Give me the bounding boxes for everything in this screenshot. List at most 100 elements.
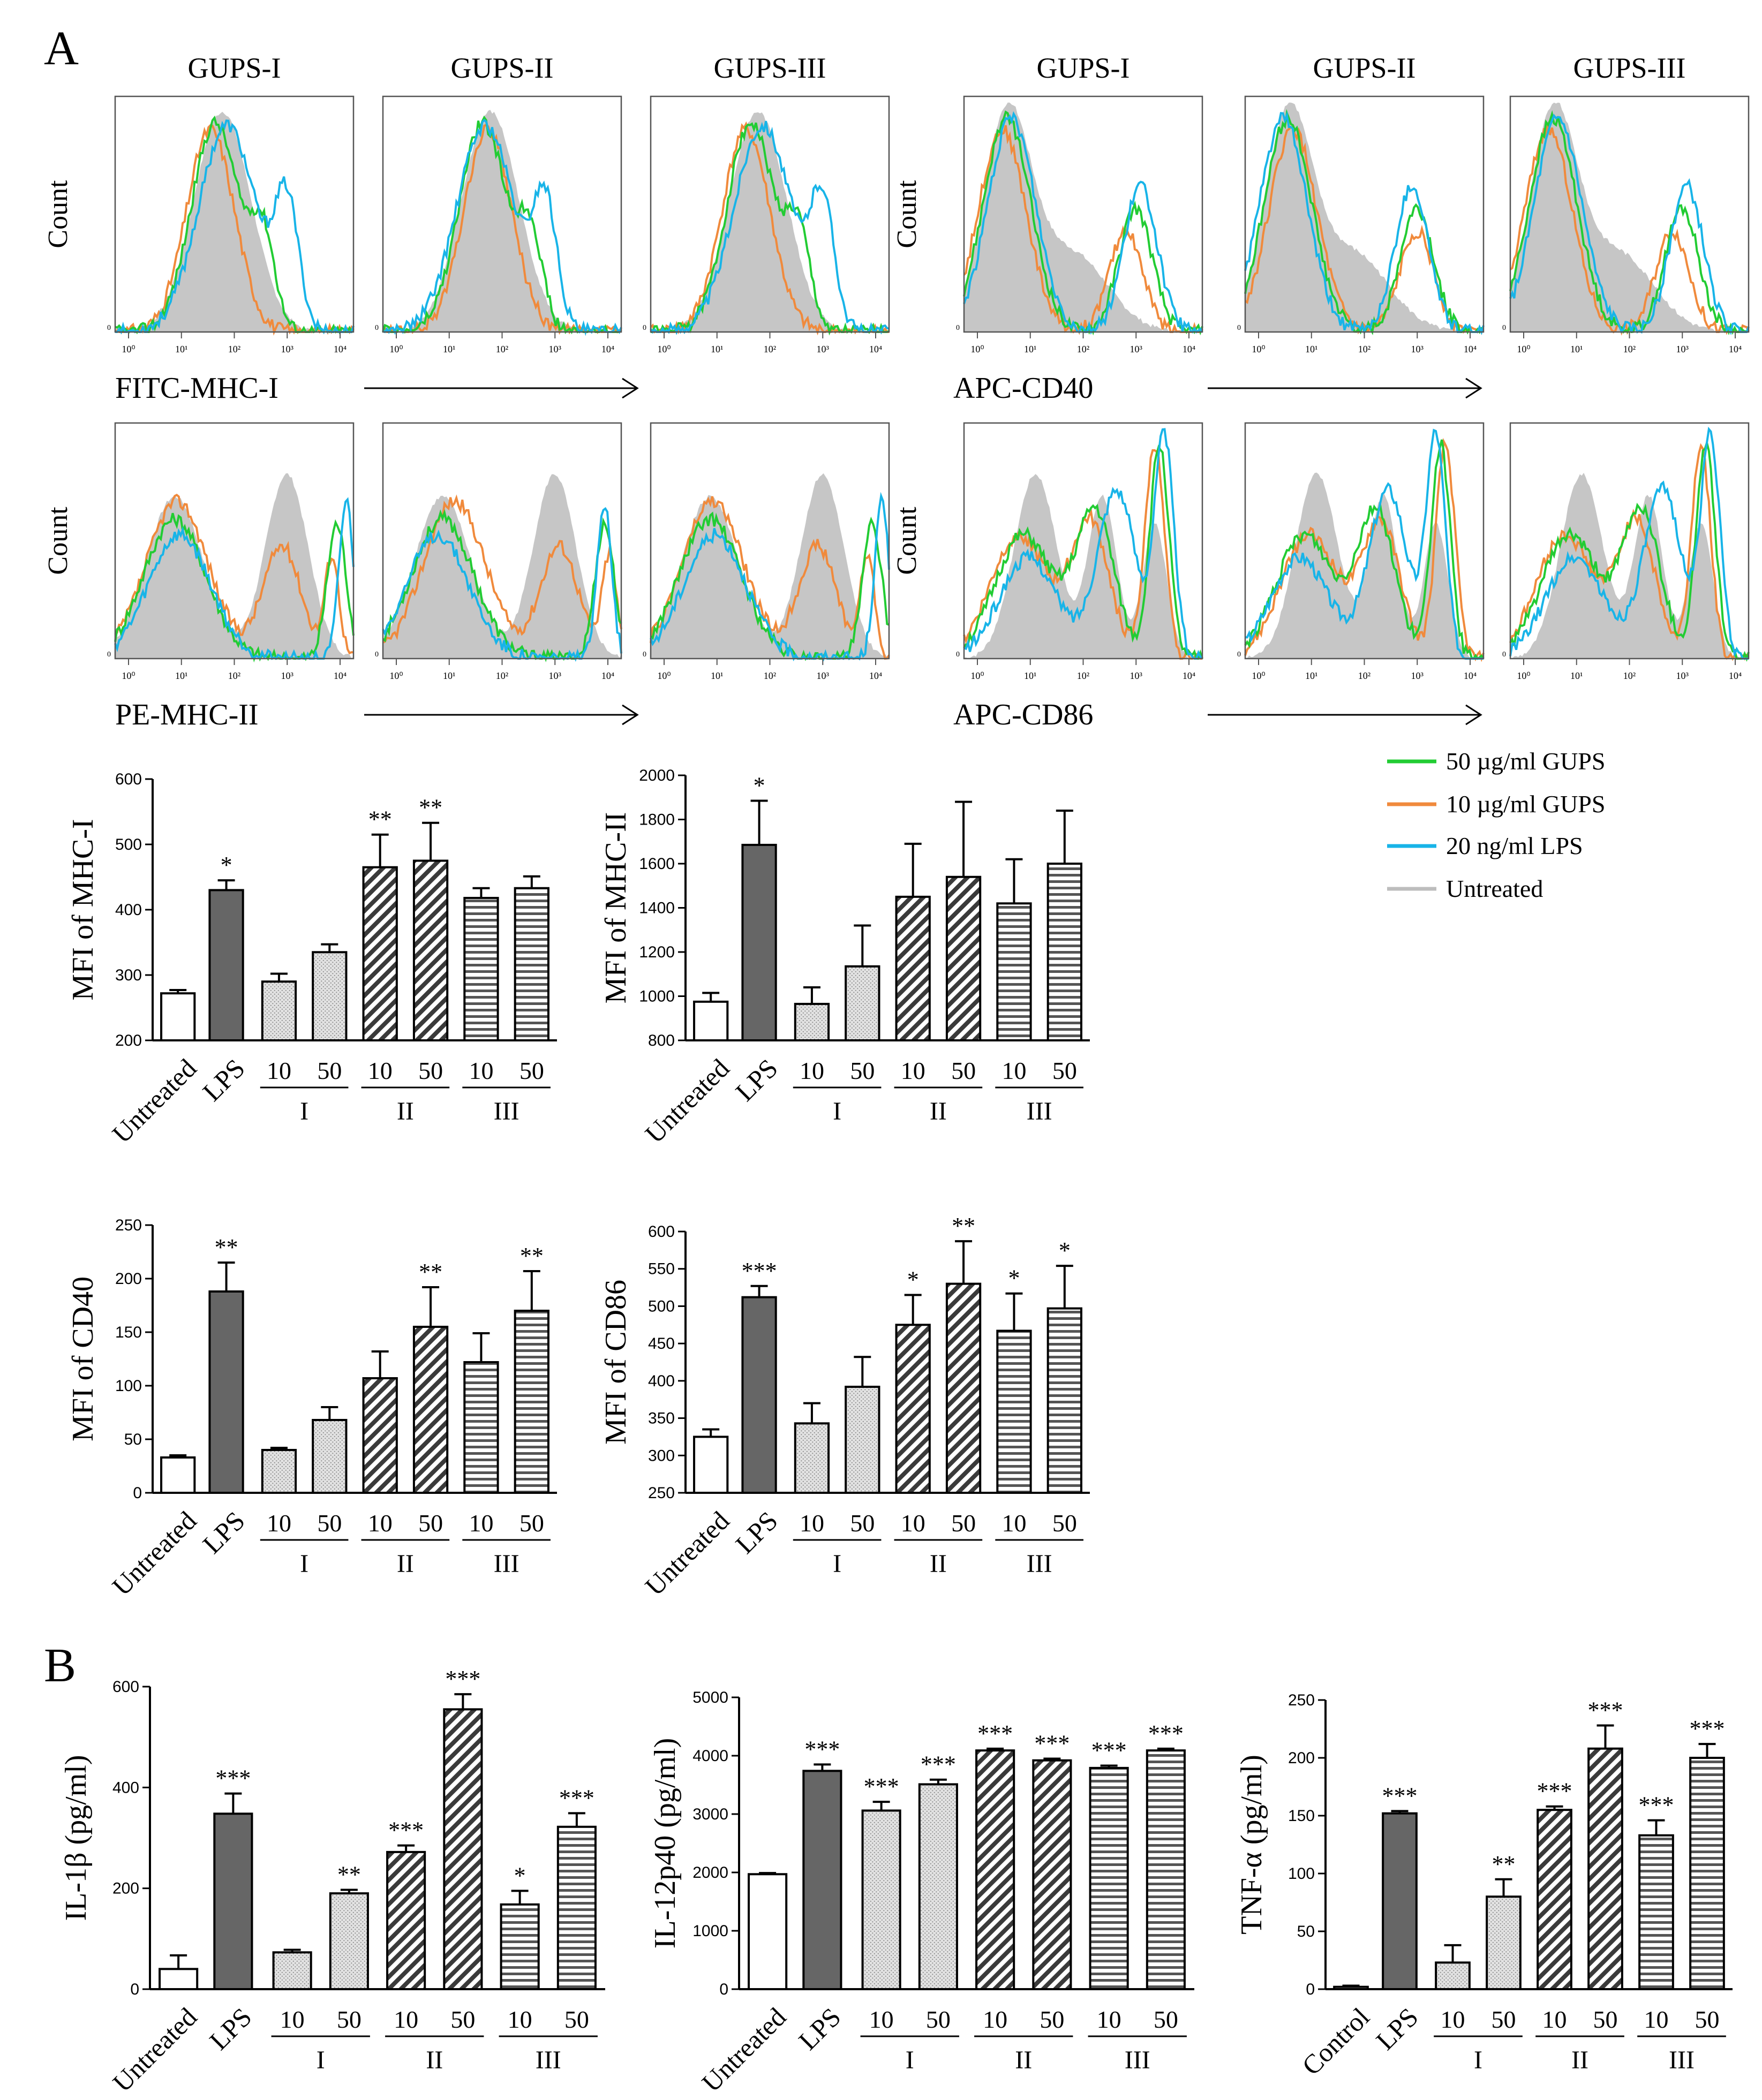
bar-50-3 [312, 1419, 348, 1494]
y-tick-label: 150 [115, 1324, 142, 1341]
y-tick-label: 800 [648, 1032, 675, 1049]
bar-10-4 [386, 1850, 426, 1991]
curve-lps [650, 120, 890, 335]
x-tick-label: 10² [1623, 344, 1636, 354]
group-label: III [536, 2046, 561, 2074]
curve-10-gups [1244, 126, 1485, 335]
bar-10-6 [463, 897, 499, 1042]
bar-lps-1 [802, 1770, 842, 1991]
y-tick-label: 0 [643, 324, 646, 332]
group-label: II [1571, 2046, 1588, 2074]
untreated-histogram [964, 102, 1202, 332]
curve-10-gups [1244, 437, 1485, 662]
y-tick-label: 0 [956, 651, 960, 659]
y-axis-title: MFI of CD86 [599, 1280, 632, 1445]
y-axis-title: IL-1β (pg/ml) [59, 1755, 93, 1921]
significance-mark: ** [520, 1243, 544, 1269]
bar-10-6 [500, 1903, 540, 1991]
y-tick-label: 3000 [692, 1806, 728, 1823]
group-label: III [494, 1097, 519, 1125]
x-dose-label: 10 [800, 1509, 824, 1537]
bar-10-6 [996, 902, 1032, 1041]
significance-mark: * [514, 1862, 526, 1889]
x-dose-label: 50 [317, 1057, 342, 1084]
y-tick-label: 0 [956, 324, 960, 332]
x-tick-label: 10⁴ [869, 344, 882, 354]
x-tick-label: 10⁴ [1464, 670, 1477, 681]
bar-untreated-0 [748, 1873, 788, 1991]
x-tick-label: 10² [764, 670, 776, 681]
significance-mark: ** [215, 1234, 238, 1260]
histogram-fitc-mhc-i-2: GUPS-II 0 10⁰ 10¹ 10² 10³ 10⁴ [375, 52, 622, 354]
bar-50-5 [412, 859, 449, 1041]
x-category-label: LPS [197, 1506, 251, 1560]
curve-50-gups [651, 122, 890, 336]
y-tick-label: 100 [115, 1377, 142, 1395]
x-tick-label: 10⁰ [657, 670, 671, 681]
bar-50-5 [945, 875, 982, 1041]
x-category-label: Untreated [106, 1506, 202, 1602]
x-tick-label: 10⁰ [657, 344, 671, 354]
panel-label-b: B [44, 1639, 76, 1692]
curve-lps [115, 119, 355, 335]
significance-mark: ** [419, 795, 442, 821]
y-tick-label: 1200 [639, 943, 675, 961]
y-tick-label: 250 [1288, 1691, 1315, 1709]
x-category-label: LPS [729, 1506, 784, 1560]
x-tick-label: 10² [228, 344, 240, 354]
group-label: II [1015, 2046, 1032, 2074]
y-tick-label: 200 [1288, 1749, 1315, 1767]
x-dose-label: 10 [901, 1057, 925, 1084]
x-tick-label: 10⁴ [601, 670, 614, 681]
x-tick-label: 10⁰ [970, 670, 984, 681]
x-tick-label: 10² [496, 344, 508, 354]
bar-10-4 [895, 1324, 931, 1494]
x-dose-label: 10 [869, 2006, 894, 2033]
bar-50-5 [443, 1708, 483, 1990]
histogram-row-apc-cd40: Count GUPS-I 0 10⁰ 10¹ 10² 10³ 10⁴ GUPS-II 0 10⁰ 10… [892, 52, 1750, 405]
curve-lps [382, 118, 622, 336]
bar-50-5 [945, 1282, 982, 1494]
x-dose-label: 10 [800, 1057, 824, 1084]
y-axis-label-count: Count [43, 507, 73, 575]
y-tick-label: 0 [133, 1484, 142, 1502]
x-tick-label: 10¹ [1024, 344, 1036, 354]
legend-label-untreated: Untreated [1446, 875, 1543, 902]
axis-arrow-head [1465, 377, 1482, 399]
y-tick-label: 2000 [639, 767, 675, 784]
bar-50-5 [1587, 1747, 1623, 1990]
y-axis-label-count: Count [892, 507, 922, 575]
bar-50-5 [1032, 1759, 1072, 1990]
bar-chart-mfi-of-mhc-ii: 800 1000 1200 1400 1600 1800 2000 MFI of MHC-II… [599, 767, 1090, 1149]
bar-10-2 [272, 1951, 312, 1990]
significance-mark: ** [952, 1213, 975, 1239]
x-dose-label: 50 [418, 1057, 443, 1084]
curve-50-gups [963, 444, 1203, 660]
x-category-label: LPS [1370, 2002, 1424, 2056]
y-axis-title: MFI of MHC-I [66, 819, 100, 1000]
bar-10-6 [1089, 1766, 1129, 1990]
x-tick-label: 10² [228, 670, 240, 681]
bar-50-3 [1486, 1895, 1522, 1990]
marker-label: FITC-MHC-I [115, 372, 278, 405]
curve-lps [1245, 428, 1484, 660]
x-dose-label: 50 [337, 2006, 362, 2033]
curve-lps [1509, 426, 1749, 660]
y-tick-label: 0 [1502, 324, 1506, 332]
x-dose-label: 50 [1052, 1057, 1077, 1084]
x-tick-label: 10⁴ [1183, 344, 1195, 354]
x-dose-label: 50 [418, 1509, 443, 1537]
group-label: I [1474, 2046, 1482, 2074]
y-axis-title: MFI of MHC-II [599, 812, 632, 1004]
significance-mark: * [907, 1267, 919, 1293]
group-label: III [1027, 1550, 1052, 1578]
x-tick-label: 10¹ [1305, 344, 1317, 354]
x-tick-label: 10⁴ [334, 670, 347, 681]
y-tick-label: 100 [1288, 1865, 1315, 1883]
y-axis-title: MFI of CD40 [66, 1276, 100, 1441]
significance-mark: *** [1034, 1730, 1070, 1756]
significance-mark: * [1059, 1237, 1071, 1264]
group-label: III [1125, 2046, 1150, 2074]
